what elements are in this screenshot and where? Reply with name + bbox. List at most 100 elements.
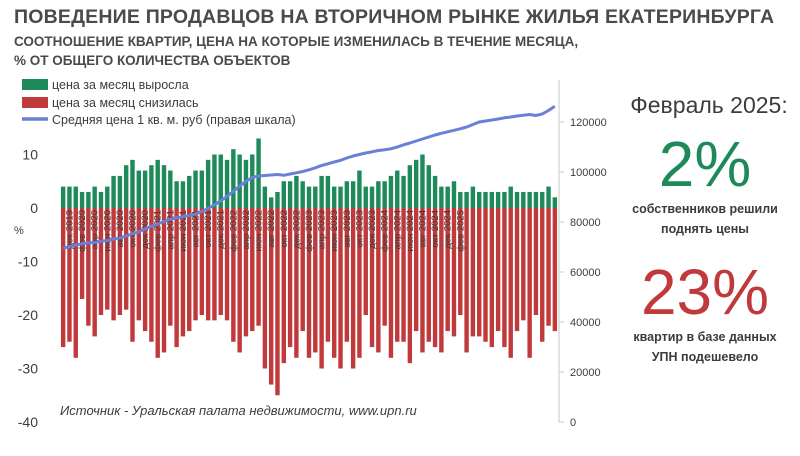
bar-increase	[180, 181, 186, 208]
x-tick-label: окт 2022	[279, 210, 290, 248]
x-tick-label: апр 2023	[317, 210, 328, 249]
bar-increase	[262, 186, 268, 208]
bar-increase	[495, 191, 501, 208]
bar-decrease	[300, 208, 305, 332]
y-axis-left: -40 -30 -20 -10 0 10	[18, 147, 38, 431]
x-tick-label: апр 2021	[165, 210, 176, 249]
bar-increase	[552, 197, 558, 208]
bar-decrease	[521, 208, 526, 321]
bar-increase	[268, 197, 274, 208]
bar-decrease	[105, 208, 110, 310]
bar-decrease	[514, 208, 520, 332]
chart-legend: цена за месяц выросла цена за месяц сниз…	[22, 78, 296, 127]
bar-increase	[79, 191, 85, 208]
bar-increase	[325, 175, 331, 208]
chart-source: Источник - Уральская палата недвижимости…	[60, 403, 417, 418]
raised-share-value: 2%	[658, 128, 752, 200]
bar-decrease	[218, 208, 223, 315]
bar-decrease	[344, 208, 350, 342]
bar-increase	[521, 191, 526, 208]
y2-tick-label: 0	[570, 417, 576, 429]
bar-decrease	[388, 208, 394, 358]
bar-increase	[250, 154, 255, 208]
lowered-caption-line-2: УПН подешевело	[651, 350, 759, 364]
summary-period: Февраль 2025:	[630, 92, 788, 118]
bar-decrease	[98, 208, 104, 315]
avg-price-line	[62, 105, 556, 250]
lowered-caption: квартир в базе данных УПН подешевело	[610, 327, 800, 367]
bar-increase	[527, 191, 532, 208]
x-tick-label: июн 2022	[254, 210, 265, 251]
x-tick-label: фев 2021	[153, 210, 164, 252]
bar-decrease	[420, 208, 425, 353]
bar-increase	[477, 191, 482, 208]
bar-increase	[319, 175, 324, 208]
x-tick-label: авг 2020	[115, 210, 126, 248]
bar-increase	[174, 181, 179, 208]
y-axis-unit-label: %	[14, 225, 24, 237]
bar-decrease	[540, 208, 545, 342]
bar-increase	[344, 181, 350, 208]
bar-decrease	[495, 208, 501, 332]
bar-increase	[306, 186, 312, 208]
bar-increase	[502, 191, 507, 208]
bar-decrease	[67, 208, 72, 342]
bar-decrease	[231, 208, 236, 342]
bar-decrease	[256, 208, 261, 326]
bar-increase	[540, 191, 545, 208]
bar-increase	[332, 186, 337, 208]
subtitle-line-2: % ОТ ОБЩЕГО КОЛИЧЕСТВА ОБЪЕКТОВ	[14, 53, 291, 68]
x-tick-label: окт 2023	[354, 210, 365, 248]
avg-price-line-layer	[62, 105, 556, 250]
bar-increase	[508, 186, 513, 208]
summary-panel: Февраль 2025: 2% собственников решили по…	[610, 92, 800, 367]
bar-decrease	[395, 208, 400, 342]
x-axis-labels: дек 2019 фев 2020 апр 2020 июн 2020 авг 2020…	[65, 210, 467, 252]
bar-increase	[388, 175, 394, 208]
x-tick-label: фев 2022	[228, 210, 239, 252]
bar-decrease	[111, 208, 116, 321]
bar-increase	[382, 181, 387, 208]
bar-increase	[149, 165, 154, 208]
bar-decrease	[470, 208, 476, 337]
lowered-share-value: 23%	[640, 256, 770, 328]
lowered-caption-line-1: квартир в базе данных	[633, 330, 777, 344]
bar-increase	[439, 186, 444, 208]
bar-decrease	[313, 208, 318, 353]
bar-increase	[73, 186, 78, 208]
x-tick-label: фев 2023	[304, 210, 315, 252]
x-tick-label: июн 2020	[102, 210, 113, 251]
bar-decrease	[489, 208, 495, 348]
bar-decrease	[401, 208, 406, 342]
bar-decrease	[187, 208, 192, 332]
bar-decrease	[350, 208, 356, 369]
bar-decrease	[357, 208, 362, 358]
bar-decrease	[205, 208, 211, 321]
bar-decrease	[287, 208, 293, 348]
bar-increase	[489, 191, 495, 208]
bar-decrease	[130, 208, 135, 342]
bar-increase	[237, 154, 242, 208]
bar-decrease	[413, 208, 419, 332]
x-tick-label: авг 2023	[342, 210, 353, 248]
bar-decrease	[527, 208, 532, 358]
bar-decrease	[243, 208, 249, 337]
bar-increase	[105, 186, 110, 208]
chart-subtitle: СООТНОШЕНИЕ КВАРТИР, ЦЕНА НА КОТОРЫЕ ИЗМ…	[14, 32, 578, 70]
bar-decrease	[92, 208, 97, 337]
bar-decrease	[319, 208, 324, 369]
bar-increase	[338, 186, 343, 208]
raised-caption-line-1: собственников решили	[632, 202, 778, 216]
bar-increase	[187, 175, 192, 208]
bar-decrease	[142, 208, 148, 332]
bar-decrease	[294, 208, 299, 358]
bar-decrease	[262, 208, 268, 369]
x-tick-label: окт 2020	[128, 210, 139, 248]
y-tick-label: -10	[18, 254, 38, 270]
bar-increase	[445, 186, 450, 208]
bar-decrease	[86, 208, 91, 326]
bar-decrease	[79, 208, 85, 299]
bar-decrease	[552, 208, 558, 332]
bar-increase	[369, 186, 375, 208]
y2-tick-label: 120000	[570, 117, 607, 129]
